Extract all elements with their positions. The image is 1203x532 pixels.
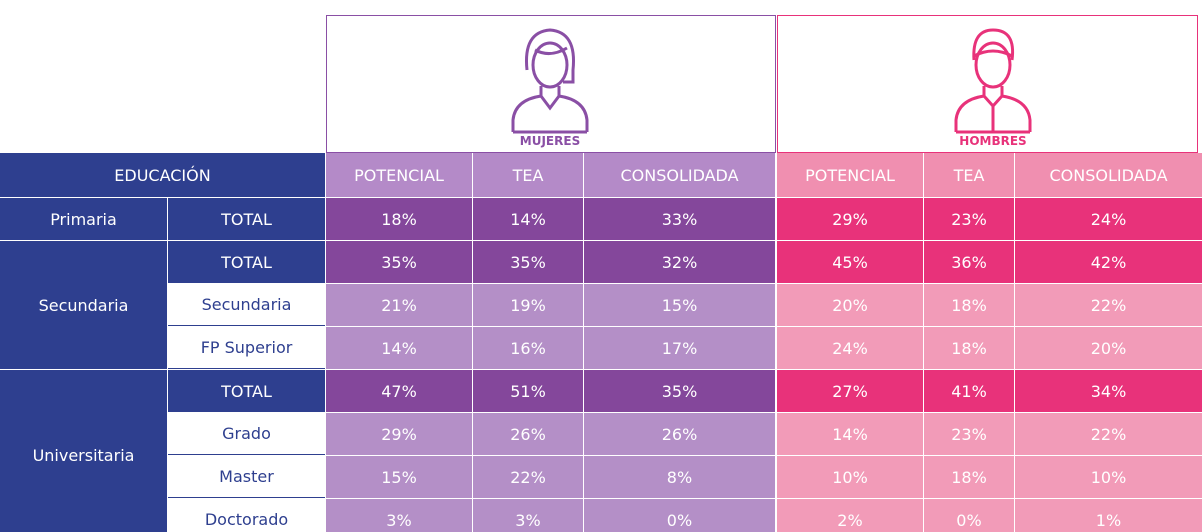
sub-cell: Master [168,456,325,498]
value-cell: 35% [473,241,583,283]
value-cell: 32% [584,241,775,283]
value-cell: 14% [473,198,583,240]
value-cell: 20% [777,284,923,326]
value-cell: 10% [1015,456,1202,498]
value-cell: 1% [1015,499,1202,532]
value-cell: 33% [584,198,775,240]
header-cell: CONSOLIDADA [1015,153,1202,197]
value-cell: 21% [326,284,472,326]
sub-cell: Doctorado [168,499,325,532]
value-cell: 22% [473,456,583,498]
value-cell: 18% [924,327,1014,369]
value-cell: 35% [584,370,775,412]
value-cell: 15% [326,456,472,498]
value-cell: 42% [1015,241,1202,283]
sub-cell: TOTAL [168,241,325,283]
women-box [326,15,776,153]
value-cell: 29% [777,198,923,240]
sub-cell: TOTAL [168,370,325,412]
value-cell: 16% [473,327,583,369]
group-label: MUJERES [519,134,581,148]
value-cell: 23% [924,198,1014,240]
value-cell: 17% [584,327,775,369]
value-cell: 18% [924,456,1014,498]
value-cell: 14% [777,413,923,455]
value-cell: 18% [924,284,1014,326]
value-cell: 26% [473,413,583,455]
value-cell: 29% [326,413,472,455]
header-cell: POTENCIAL [777,153,923,197]
value-cell: 36% [924,241,1014,283]
sub-cell: Secundaria [168,284,325,326]
women-icon [511,28,589,134]
group-label: HOMBRES [959,134,1027,148]
value-cell: 0% [924,499,1014,532]
value-cell: 47% [326,370,472,412]
value-cell: 51% [473,370,583,412]
value-cell: 24% [777,327,923,369]
value-cell: 14% [326,327,472,369]
value-cell: 45% [777,241,923,283]
value-cell: 35% [326,241,472,283]
value-cell: 41% [924,370,1014,412]
sub-cell: Grado [168,413,325,455]
value-cell: 27% [777,370,923,412]
level-cell: Universitaria [0,370,167,532]
value-cell: 15% [584,284,775,326]
value-cell: 20% [1015,327,1202,369]
value-cell: 2% [777,499,923,532]
level-cell: Secundaria [0,241,167,369]
value-cell: 3% [326,499,472,532]
value-cell: 22% [1015,284,1202,326]
value-cell: 8% [584,456,775,498]
header-cell: POTENCIAL [326,153,472,197]
sub-cell: TOTAL [168,198,325,240]
value-cell: 19% [473,284,583,326]
level-cell: Primaria [0,198,167,240]
men-box [777,15,1198,153]
value-cell: 18% [326,198,472,240]
header-cell: CONSOLIDADA [584,153,775,197]
header-cell: TEA [473,153,583,197]
sub-cell: FP Superior [168,327,325,369]
header-cell: EDUCACIÓN [0,153,325,197]
value-cell: 24% [1015,198,1202,240]
value-cell: 22% [1015,413,1202,455]
value-cell: 23% [924,413,1014,455]
value-cell: 34% [1015,370,1202,412]
value-cell: 0% [584,499,775,532]
value-cell: 10% [777,456,923,498]
header-cell: TEA [924,153,1014,197]
value-cell: 26% [584,413,775,455]
value-cell: 3% [473,499,583,532]
men-icon [954,28,1032,134]
